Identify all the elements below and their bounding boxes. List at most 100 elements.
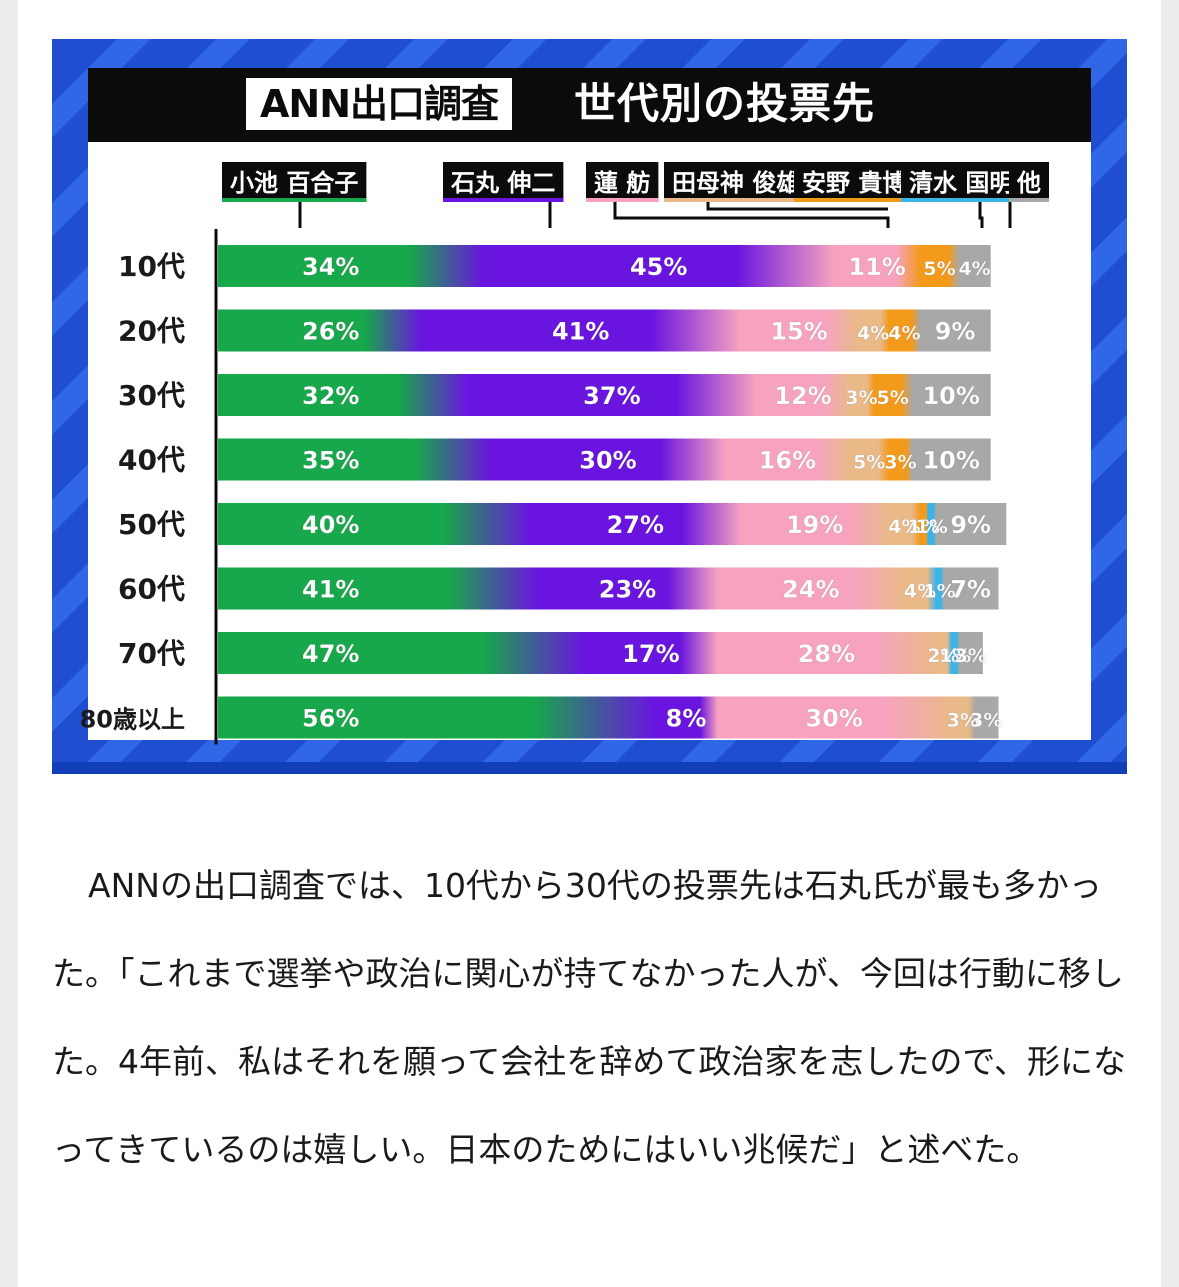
bar-4-他 [935, 503, 1007, 545]
bar-2-小池百合子 [218, 374, 469, 416]
bar-0-小池百合子 [218, 245, 484, 287]
bar-5-石丸伸二 [537, 567, 718, 610]
bar-5-他 [943, 567, 999, 610]
bar-4-清水国明 [927, 503, 937, 545]
bar-label-3-3: 5% [853, 452, 885, 474]
bar-label-4-4: 1% [908, 516, 940, 538]
bar-2-安野貴博 [873, 374, 913, 416]
bar-label-0-0: 34% [302, 253, 359, 281]
bar-0-他 [959, 245, 991, 287]
legend-label-4: 安野 貴博 [802, 169, 906, 197]
bar-label-3-6: 10% [922, 447, 979, 475]
bar-6-田母神俊雄 [935, 632, 952, 674]
bar-2-石丸伸二 [467, 374, 757, 416]
row-label-1: 20代 [118, 315, 185, 348]
legend-underline-0 [222, 198, 367, 202]
bar-label-7-1: 8% [666, 705, 707, 733]
bar-label-1-6: 9% [935, 318, 976, 346]
bar-label-5-1: 23% [599, 576, 656, 604]
bar-label-3-0: 35% [302, 447, 359, 475]
bar-label-5-0: 41% [302, 576, 359, 604]
bar-2-他 [912, 374, 991, 416]
bar-0-蓮舫 [834, 245, 921, 287]
bar-7-小池百合子 [218, 696, 656, 739]
bar-label-1-2: 15% [770, 318, 827, 346]
bar-label-6-3: 2% [927, 645, 959, 667]
legend-box-0 [222, 162, 367, 202]
bar-label-5-6: 7% [950, 576, 991, 604]
bar-4-石丸伸二 [530, 503, 742, 545]
chart-panel: ANN出口調査 世代別の投票先 小池 百合子 石丸 伸二 蓮 舫田母神 俊雄 安野 貴… [80, 68, 1091, 745]
legend-underline-1 [443, 198, 564, 202]
bar-label-4-2: 19% [786, 511, 843, 539]
bar-label-2-3: 3% [845, 387, 877, 409]
legend-label-2: 蓮 舫 [594, 169, 650, 197]
bar-4-安野貴博 [920, 503, 929, 545]
bar-label-4-3: 4% [888, 516, 920, 538]
bar-6-蓮舫 [717, 632, 937, 674]
bar-label-3-4: 3% [884, 452, 916, 474]
bar-4-田母神俊雄 [888, 503, 921, 545]
bar-1-小池百合子 [218, 309, 422, 352]
row-label-7: 80歳以上 [80, 706, 185, 734]
bar-label-1-1: 41% [552, 318, 609, 346]
legend-box-5 [901, 162, 1022, 202]
legend-underline-2 [586, 198, 659, 202]
title-bar: ANN出口調査 世代別の投票先 [88, 68, 1091, 142]
legend-connector-2 [613, 202, 890, 228]
bar-3-他 [912, 438, 991, 481]
bar-7-他 [974, 696, 999, 739]
bar-label-1-4: 4% [888, 323, 920, 345]
bar-label-2-0: 32% [302, 382, 359, 410]
legend-label-6: 他 [1016, 169, 1041, 197]
bar-label-0-2: 11% [848, 253, 905, 281]
bar-5-田母神俊雄 [904, 567, 937, 610]
bar-4-蓮舫 [740, 503, 890, 545]
bar-1-安野貴博 [888, 309, 921, 352]
bar-label-6-1: 17% [622, 640, 679, 668]
legend-box-1 [443, 162, 564, 202]
figure-frame [52, 762, 1127, 774]
bar-label-6-6: 3% [955, 645, 987, 667]
bar-1-田母神俊雄 [857, 309, 890, 352]
legend-label-5: 清水 国明 [909, 169, 1013, 197]
bar-1-石丸伸二 [420, 309, 742, 352]
row-label-5: 60代 [118, 573, 185, 606]
bar-5-蓮舫 [717, 567, 905, 610]
legend-underline-3 [664, 198, 809, 202]
legend-box-3 [664, 162, 809, 202]
bar-5-清水国明 [935, 567, 944, 610]
bar-label-3-1: 30% [579, 447, 636, 475]
bar-label-1-0: 26% [302, 318, 359, 346]
legend-connector-3 [706, 202, 888, 211]
bar-label-6-2: 28% [798, 640, 855, 668]
legend-box-2 [586, 162, 659, 202]
bar-4-小池百合子 [218, 503, 531, 545]
bar-0-石丸伸二 [483, 245, 835, 287]
bar-3-小池百合子 [218, 438, 492, 481]
bar-label-7-3: 3% [947, 710, 979, 732]
bar-label-1-3: 4% [857, 323, 889, 345]
bar-5-小池百合子 [218, 567, 539, 610]
article-paragraph: ANNの出口調査では、10代から30代の投票先は石丸氏が最も多かった。「これまで… [52, 842, 1132, 1194]
bar-1-他 [920, 309, 991, 352]
row-label-6: 70代 [118, 637, 185, 670]
bar-7-蓮舫 [717, 696, 952, 739]
bar-label-7-2: 30% [805, 705, 862, 733]
stacked-bar-chart: 小池 百合子 石丸 伸二 蓮 舫田母神 俊雄 安野 貴博 清水 国明 他 10代 34% 45%… [80, 162, 1049, 745]
bar-label-7-6: 3% [970, 710, 1002, 732]
bar-label-0-4: 5% [923, 258, 955, 280]
bar-label-4-0: 40% [302, 511, 359, 539]
bar-3-田母神俊雄 [849, 438, 890, 481]
bar-label-7-0: 56% [302, 705, 359, 733]
row-label-2: 30代 [118, 379, 185, 412]
bar-label-4-5: 1% [916, 516, 948, 538]
bar-label-4-1: 27% [607, 511, 664, 539]
bar-label-5-3: 4% [904, 581, 936, 603]
row-label-0: 10代 [118, 250, 185, 283]
bar-3-蓮舫 [725, 438, 851, 481]
row-label-3: 40代 [118, 444, 185, 477]
bar-label-2-4: 5% [877, 387, 909, 409]
bar-label-6-0: 47% [302, 640, 359, 668]
paragraph-text: ANNの出口調査では、10代から30代の投票先は石丸氏が最も多かった。「これまで… [52, 866, 1127, 1169]
